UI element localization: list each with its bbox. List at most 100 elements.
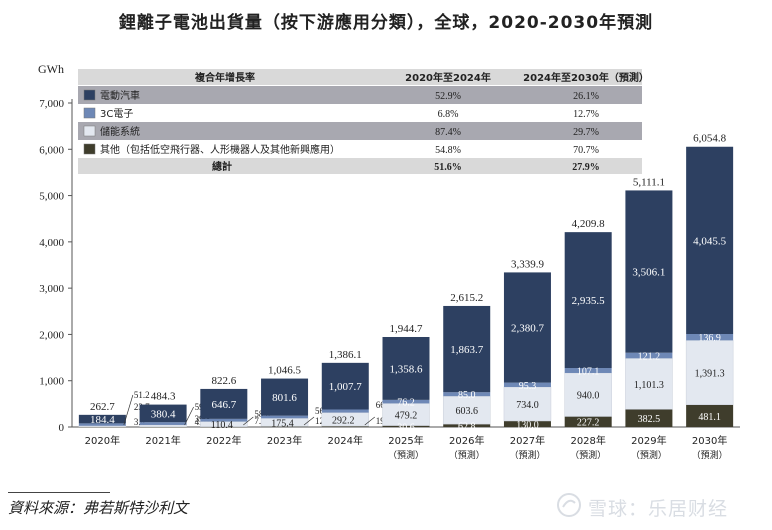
y-tick-label: 2,000 [39, 329, 64, 341]
segment-label-ev: 1,007.7 [329, 381, 363, 393]
chart-title: 鋰離子電池出貨量（按下游應用分類），全球，2020-2030年預測 [118, 13, 654, 33]
x-tick-label: 2022年 [206, 434, 241, 447]
bar-segment-electronics [382, 399, 430, 404]
bar-segment-storage [321, 412, 370, 427]
bar-segment-electronics [503, 382, 551, 388]
x-tick-label: 2020年 [85, 434, 120, 447]
bar-segment-other [503, 420, 551, 427]
segment-label-storage: 1,391.3 [695, 369, 725, 380]
bar-segment-electronics [321, 409, 369, 413]
segment-label-ev: 4,045.5 [693, 235, 727, 247]
table-header-bg [78, 69, 642, 85]
bar-segment-ev [200, 388, 248, 419]
legend-swatch-ev [83, 89, 96, 101]
total-label: 484.3 [151, 391, 176, 403]
bar-segment-storage [139, 424, 187, 428]
segment-label-storage: 292.2 [332, 415, 355, 426]
bar-segment-other [625, 409, 673, 427]
source-divider [8, 492, 110, 493]
table-header-col1: 2020年至2024年 [405, 71, 491, 84]
segment-label-storage: 940.0 [577, 391, 600, 402]
bar-segment-storage [625, 358, 673, 410]
x-tick-label: 2030年 [692, 434, 727, 447]
bar-segment-other [139, 426, 187, 428]
x-tick-label: 2029年 [631, 434, 666, 447]
total-label: 1,944.7 [390, 323, 424, 335]
table-total-bg [78, 158, 642, 174]
y-tick-label: 0 [59, 422, 65, 434]
bar-segment-ev [443, 305, 491, 393]
segment-label-other: 481.1 [698, 412, 721, 423]
table-total-2020-2024: 51.6% [434, 162, 462, 173]
bar-segment-other [321, 426, 369, 427]
table-cagr-2024-2030: 70.7% [573, 145, 599, 156]
total-label: 822.6 [211, 375, 236, 387]
legend-swatch-electronics [83, 107, 96, 119]
segment-label-other: 7.5 [254, 416, 266, 426]
segment-label-ev: 3,506.1 [632, 267, 665, 279]
bar-segment-electronics [78, 423, 126, 426]
segment-label-electronics: 95.3 [519, 381, 537, 392]
leader-line [123, 394, 134, 426]
bar-segment-ev [261, 378, 309, 416]
legend-label-storage: 儲能系統 [100, 125, 140, 138]
bar-segment-electronics [200, 418, 248, 422]
x-forecast-note: （預測） [449, 449, 485, 461]
segment-label-electronics: 51.2 [134, 390, 150, 400]
x-forecast-note: （預測） [509, 449, 545, 461]
segment-label-other: 382.5 [638, 414, 661, 425]
bar-segment-electronics [139, 422, 187, 425]
x-tick-label: 2027年 [510, 434, 545, 447]
segment-label-ev: 1,863.7 [450, 344, 484, 356]
bar-segment-other [564, 416, 612, 427]
segment-label-ev: 646.7 [211, 399, 236, 411]
segment-label-electronics: 85.0 [458, 390, 476, 401]
bar-segment-storage [503, 386, 552, 422]
segment-label-other: 130.0 [516, 420, 539, 431]
total-label: 5,111.1 [633, 176, 665, 188]
stacked-bar-chart: GWh01,0002,0003,0004,0005,0006,0007,000 … [38, 62, 740, 461]
leader-line [243, 416, 254, 426]
segment-label-electronics: 121.2 [638, 352, 661, 363]
table-cagr-2024-2030: 12.7% [573, 109, 599, 120]
table-cagr-2020-2024: 54.8% [435, 145, 461, 156]
watermark: 雪球：乐居财经 [588, 498, 729, 520]
bar-segment-ev [564, 232, 612, 369]
bar-segment-ev [625, 190, 673, 353]
table-header-label: 複合年增長率 [194, 71, 255, 84]
segment-label-storage: 175.4 [271, 418, 294, 429]
segment-label-electronics: 76.2 [397, 398, 415, 409]
segment-label-ev: 380.4 [151, 408, 176, 420]
bar-segment-ev [78, 414, 126, 424]
x-forecast-note: （預測） [692, 449, 728, 461]
table-total-label: 總計 [212, 160, 232, 173]
bar-segment-electronics [261, 415, 309, 419]
segment-label-electronics: 107.1 [577, 366, 600, 377]
y-tick-label: 4,000 [39, 237, 64, 249]
table-row-band [78, 86, 642, 104]
segment-label-other: 227.2 [577, 418, 600, 429]
bar-segment-electronics [686, 333, 734, 341]
legend-label-ev: 電動汽車 [100, 89, 140, 102]
bar-segment-storage [564, 372, 612, 417]
table-total-2024-2030: 27.9% [572, 162, 600, 173]
segment-label-storage: 603.6 [455, 406, 478, 417]
table-row-band [78, 122, 642, 140]
bar-segment-other [686, 404, 734, 427]
legend-label-electronics: 3C電子 [100, 108, 133, 120]
bar-segment-ev [382, 336, 430, 400]
x-forecast-note: （預測） [570, 449, 606, 461]
segment-label-electronics: 136.9 [698, 333, 721, 344]
y-tick-label: 7,000 [39, 98, 64, 110]
x-tick-label: 2021年 [145, 434, 180, 447]
segment-label-storage: 110.4 [211, 420, 233, 431]
table-header-col2: 2024年至2030年（預測） [523, 71, 649, 84]
segment-label-other: 30.6 [397, 422, 415, 433]
total-label: 1,046.5 [268, 365, 302, 377]
y-tick-label: 5,000 [39, 191, 64, 203]
bar-segment-electronics [564, 368, 612, 373]
total-label: 3,339.9 [511, 258, 545, 270]
bar-segment-storage [685, 340, 734, 405]
segment-label-ev: 801.6 [272, 392, 297, 404]
x-forecast-note: （預測） [388, 449, 424, 461]
